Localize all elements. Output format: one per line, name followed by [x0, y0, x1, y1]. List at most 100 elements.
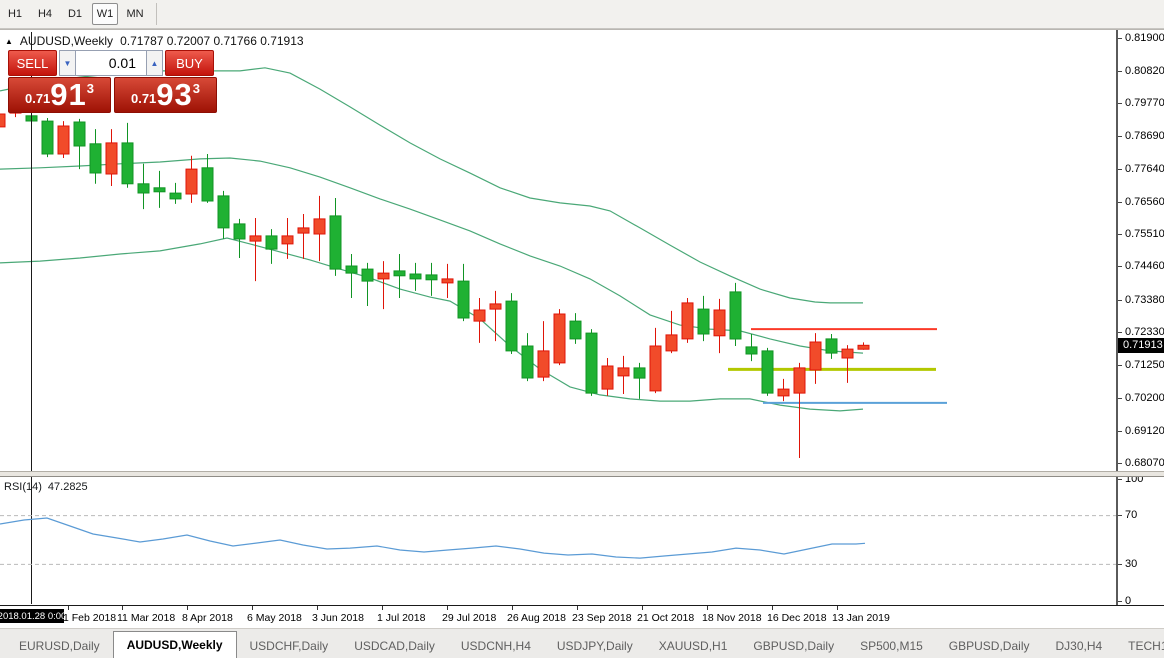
date-tick: [317, 606, 318, 610]
price-axis[interactable]: 0.81900 0.80820 0.79770 0.78690 0.77640 0.765…: [1117, 30, 1164, 607]
ask-prefix: 0.71: [130, 91, 157, 106]
chart-tab-usdcnh-h4[interactable]: USDCNH,H4: [460, 639, 531, 653]
chart-ohlc-values: 0.71787 0.72007 0.71766 0.71913: [120, 34, 304, 48]
price-tick: [1118, 266, 1122, 268]
rsi-axis-label: 70: [1125, 509, 1138, 522]
bear-candle: [553, 313, 566, 364]
bull-candle: [729, 291, 742, 340]
chart-tab-usdchf-daily[interactable]: USDCHF,Daily: [249, 639, 329, 653]
bull-candle: [569, 320, 582, 340]
bear-candle: [617, 367, 630, 377]
rsi-name: RSI(14): [4, 481, 42, 493]
bear-candle: [297, 227, 310, 234]
bull-candle: [409, 273, 422, 280]
bull-candle: [585, 332, 598, 394]
sell-button[interactable]: SELL: [8, 50, 57, 76]
rsi-tick: [1118, 600, 1122, 602]
bear-candle: [441, 278, 454, 284]
date-axis-label: 18 Nov 2018: [702, 612, 762, 624]
bull-candle: [745, 346, 758, 355]
date-axis-label: 21 Oct 2018: [637, 612, 695, 624]
vline-date-marker: 2018.01.28 0:00: [0, 609, 67, 623]
bull-candle: [505, 300, 518, 352]
rsi-axis-label: 0: [1125, 594, 1132, 607]
bull-candle: [169, 192, 182, 200]
timeframe-button-h4[interactable]: H4: [37, 8, 53, 20]
bear-candle: [601, 365, 614, 390]
price-axis-label: 0.75510: [1125, 228, 1164, 241]
timeframe-button-w1[interactable]: W1: [92, 3, 118, 25]
collapse-triangle-icon[interactable]: ▲: [5, 36, 13, 46]
chart-tab-gbpusd-daily[interactable]: GBPUSD,Daily: [753, 639, 835, 653]
chart-tab-gbpusd-daily[interactable]: GBPUSD,Daily: [948, 639, 1030, 653]
chart-tab-usdjpy-daily[interactable]: USDJPY,Daily: [556, 639, 633, 653]
bull-candle: [361, 268, 374, 282]
time-axis[interactable]: 2018.01.28 0:00 1 Feb 2018 11 Mar 2018 8 A…: [0, 605, 1164, 629]
bear-candle: [777, 388, 790, 397]
chart-tab-bar: EURUSD,Daily AUDUSD,Weekly USDCHF,Daily USD…: [0, 628, 1164, 658]
bull-candle: [217, 195, 230, 229]
chart-tab-usdcad-daily[interactable]: USDCAD,Daily: [354, 639, 435, 653]
timeframe-button-d1[interactable]: D1: [67, 8, 83, 20]
date-axis-label: 13 Jan 2019: [832, 612, 890, 624]
bull-candle: [121, 142, 134, 185]
current-price-badge: 0.71913: [1118, 337, 1164, 353]
bull-candle: [457, 280, 470, 319]
bear-candle: [105, 142, 118, 175]
date-axis-label: 26 Aug 2018: [507, 612, 566, 624]
bid-pip-digit: 3: [86, 81, 95, 96]
chart-tab-sp500-m15[interactable]: SP500,M15: [860, 639, 923, 653]
date-axis-label: 23 Sep 2018: [572, 612, 632, 624]
bear-candle: [249, 235, 262, 242]
bull-candle: [73, 121, 86, 147]
price-tick: [1118, 70, 1122, 72]
bear-candle: [377, 272, 390, 280]
bull-candle: [329, 215, 342, 270]
volume-increase-button[interactable]: ▲: [146, 50, 163, 76]
bull-candle: [521, 345, 534, 379]
timeframe-button-h1[interactable]: H1: [7, 8, 23, 20]
bid-price-display[interactable]: 0.71 91 3: [8, 77, 111, 113]
date-axis-label: 6 May 2018: [247, 612, 302, 624]
volume-input[interactable]: 0.01: [76, 50, 146, 76]
date-axis-label: 3 Jun 2018: [312, 612, 364, 624]
price-axis-label: 0.73380: [1125, 293, 1164, 306]
price-tick: [1118, 136, 1122, 138]
price-chart[interactable]: [0, 30, 1117, 605]
bull-candle: [345, 265, 358, 274]
volume-decrease-button[interactable]: ▼: [59, 50, 76, 76]
price-axis-label: 0.80820: [1125, 64, 1164, 77]
bear-candle: [713, 309, 726, 337]
bear-candle: [681, 302, 694, 340]
bear-candle: [0, 113, 6, 128]
date-axis-label: 29 Jul 2018: [442, 612, 497, 624]
rsi-tick: [1118, 515, 1122, 517]
date-tick: [512, 606, 513, 610]
price-axis-label: 0.69120: [1125, 424, 1164, 437]
chart-tab-tech10[interactable]: TECH10: [1128, 639, 1164, 653]
chart-tab-audusd-weekly[interactable]: AUDUSD,Weekly: [112, 631, 237, 658]
ask-price-display[interactable]: 0.71 93 3: [114, 77, 217, 113]
date-axis-label: 16 Dec 2018: [767, 612, 827, 624]
bull-candle: [201, 167, 214, 202]
chart-tab-dj30-h4[interactable]: DJ30,H4: [1055, 639, 1103, 653]
price-axis-label: 0.68070: [1125, 457, 1164, 470]
chart-tab-xauusd-h1[interactable]: XAUUSD,H1: [658, 639, 728, 653]
buy-button[interactable]: BUY: [165, 50, 214, 76]
timeframe-toolbar: H1 H4 D1 W1 MN: [0, 0, 1164, 29]
timeframe-button-mn[interactable]: MN: [126, 8, 144, 20]
rsi-value: 47.2825: [47, 481, 88, 493]
chart-tab-eurusd-daily[interactable]: EURUSD,Daily: [19, 639, 100, 653]
date-tick: [447, 606, 448, 610]
bull-candle: [41, 120, 54, 155]
price-tick: [1118, 430, 1122, 432]
bull-candle: [825, 338, 838, 354]
date-tick: [837, 606, 838, 610]
pane-splitter[interactable]: [0, 471, 1164, 477]
price-axis-label: 0.81900: [1125, 31, 1164, 44]
price-axis-label: 0.72330: [1125, 325, 1164, 338]
price-tick: [1118, 234, 1122, 236]
price-tick: [1118, 397, 1122, 399]
bear-candle: [665, 334, 678, 352]
